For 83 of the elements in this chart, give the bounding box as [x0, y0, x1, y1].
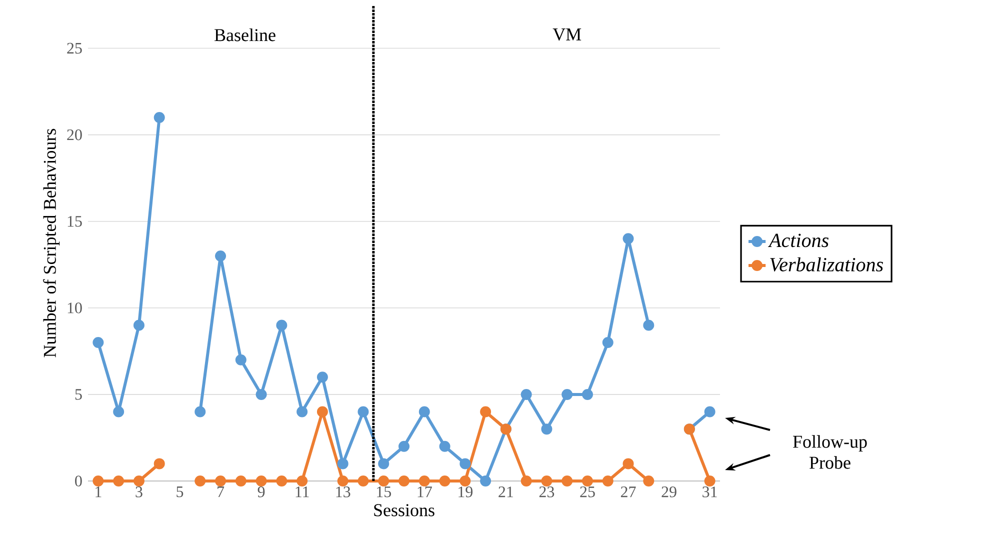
- x-tick-label: 31: [702, 486, 717, 498]
- point: [418, 406, 430, 418]
- point: [460, 458, 471, 470]
- point: [235, 354, 246, 366]
- point: [398, 476, 410, 486]
- point: [418, 476, 430, 486]
- y-axis-title: Number of Scripted Behaviours: [43, 128, 60, 358]
- x-tick-label: 7: [218, 486, 224, 498]
- point: [378, 458, 390, 470]
- point: [194, 476, 206, 486]
- point: [643, 476, 654, 486]
- point: [154, 458, 165, 470]
- point: [520, 476, 532, 486]
- point: [704, 406, 716, 418]
- x-tick-label: 19: [458, 486, 473, 498]
- point: [154, 112, 165, 124]
- x-tick-label: 11: [296, 486, 309, 498]
- x-tick-label: 21: [498, 486, 513, 498]
- point: [276, 320, 288, 331]
- x-tick-label: 17: [418, 486, 432, 498]
- point: [316, 372, 328, 383]
- point: [133, 476, 144, 486]
- point: [113, 476, 124, 486]
- y-tick-label: 15: [68, 216, 82, 227]
- x-tick-label: 25: [580, 486, 595, 498]
- x-tick-label: 9: [258, 486, 265, 498]
- x-tick-label: 15: [377, 486, 391, 498]
- point: [92, 476, 104, 486]
- point: [562, 388, 573, 400]
- point: [296, 406, 308, 418]
- point: [480, 406, 492, 418]
- point: [215, 250, 226, 262]
- point: [215, 476, 226, 486]
- y-tick-label: 25: [67, 42, 82, 54]
- x-tick-label: 1: [96, 486, 102, 498]
- point: [358, 406, 369, 418]
- x-tick-label: 5: [176, 486, 184, 498]
- x-tick-label: 13: [336, 486, 350, 498]
- legend-label: Actions: [768, 234, 828, 248]
- x-tick-label: 3: [136, 486, 142, 498]
- point: [337, 458, 348, 470]
- point: [133, 320, 144, 331]
- point: [378, 476, 390, 486]
- point: [256, 388, 267, 400]
- point: [704, 476, 716, 486]
- point: [194, 406, 206, 418]
- point: [256, 476, 267, 486]
- point: [235, 476, 246, 486]
- y-tick-label: 20: [67, 129, 82, 140]
- x-tick-label: 29: [662, 486, 676, 498]
- y-tick-label: 0: [75, 476, 82, 486]
- point: [520, 388, 532, 400]
- point: [602, 476, 614, 486]
- point: [398, 440, 410, 452]
- point: [622, 233, 634, 244]
- point: [643, 320, 654, 331]
- point: [296, 476, 308, 486]
- point: [439, 476, 450, 486]
- x-tick-label: 23: [539, 486, 554, 498]
- point: [582, 476, 593, 486]
- y-tick-label: 10: [68, 302, 82, 314]
- annotation: VM: [552, 28, 582, 41]
- y-tick-label: 5: [75, 389, 82, 400]
- point: [337, 476, 348, 486]
- point: [602, 337, 614, 348]
- annotation: Baseline: [214, 28, 276, 42]
- point: [480, 476, 492, 486]
- x-tick-label: 27: [620, 486, 636, 498]
- point: [460, 476, 471, 486]
- point: [316, 406, 328, 418]
- point: [276, 476, 288, 486]
- point: [622, 458, 634, 470]
- point: [358, 476, 369, 486]
- point: [439, 440, 450, 452]
- point: [541, 424, 552, 435]
- point: [582, 388, 593, 400]
- point: [92, 337, 104, 348]
- text: Follow-up Probe: [793, 435, 867, 469]
- point: [113, 406, 124, 418]
- legend-label: Verbalizations: [770, 257, 883, 272]
- x-axis-title: Sessions: [374, 504, 434, 516]
- point: [562, 476, 573, 486]
- point: [541, 476, 552, 486]
